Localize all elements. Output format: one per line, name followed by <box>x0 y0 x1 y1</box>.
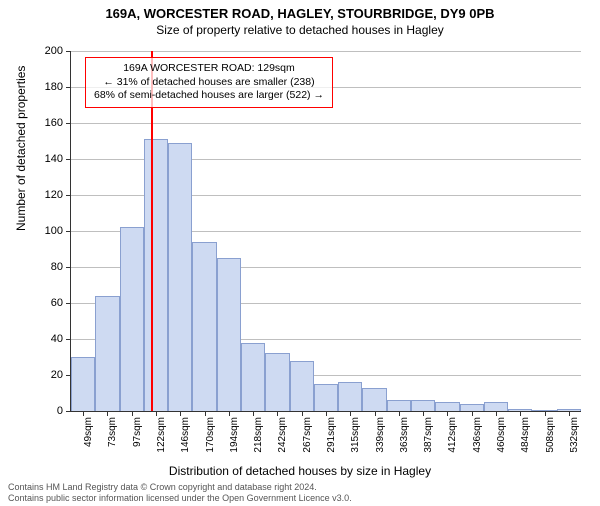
x-tick-label: 291sqm <box>326 417 337 453</box>
x-tick-label: 436sqm <box>472 417 483 453</box>
annotation-box: 169A WORCESTER ROAD: 129sqm← 31% of deta… <box>85 57 333 108</box>
x-tick <box>326 411 327 416</box>
x-tick-label: 218sqm <box>253 417 264 453</box>
annotation-line: ← 31% of detached houses are smaller (23… <box>94 76 324 90</box>
annotation-line: 68% of semi-detached houses are larger (… <box>94 89 324 103</box>
chart-container: 169A, WORCESTER ROAD, HAGLEY, STOURBRIDG… <box>0 6 600 506</box>
x-tick-label: 194sqm <box>229 417 240 453</box>
x-tick <box>399 411 400 416</box>
histogram-bar <box>192 242 216 411</box>
y-tick-label: 100 <box>45 225 71 237</box>
x-tick-label: 387sqm <box>423 417 434 453</box>
x-tick-label: 315sqm <box>350 417 361 453</box>
x-tick-label: 339sqm <box>375 417 386 453</box>
x-tick-label: 460sqm <box>496 417 507 453</box>
footer-line-2: Contains public sector information licen… <box>8 493 352 504</box>
y-tick-label: 80 <box>51 261 71 273</box>
x-tick-label: 122sqm <box>156 417 167 453</box>
x-tick <box>569 411 570 416</box>
y-tick-label: 40 <box>51 333 71 345</box>
y-tick-label: 140 <box>45 153 71 165</box>
histogram-bar <box>460 404 484 411</box>
x-tick <box>520 411 521 416</box>
x-tick <box>107 411 108 416</box>
histogram-bar <box>217 258 241 411</box>
histogram-bar <box>387 400 411 411</box>
histogram-bar <box>362 388 386 411</box>
x-tick-label: 532sqm <box>569 417 580 453</box>
y-tick-label: 180 <box>45 81 71 93</box>
histogram-bar <box>120 227 144 411</box>
y-tick-label: 200 <box>45 45 71 57</box>
x-axis-label: Distribution of detached houses by size … <box>0 464 600 478</box>
x-tick <box>229 411 230 416</box>
x-tick-label: 49sqm <box>83 417 94 447</box>
grid-line <box>71 123 581 124</box>
histogram-bar <box>95 296 119 411</box>
histogram-bar <box>168 143 192 411</box>
y-tick-label: 120 <box>45 189 71 201</box>
x-tick <box>132 411 133 416</box>
chart-title: 169A, WORCESTER ROAD, HAGLEY, STOURBRIDG… <box>0 6 600 21</box>
histogram-bar <box>71 357 95 411</box>
histogram-bar <box>411 400 435 411</box>
histogram-bar <box>241 343 265 411</box>
x-tick-label: 146sqm <box>180 417 191 453</box>
x-tick <box>156 411 157 416</box>
x-tick-label: 412sqm <box>447 417 458 453</box>
histogram-bar <box>144 139 168 411</box>
histogram-bar <box>338 382 362 411</box>
plot-area: 02040608010012014016018020049sqm73sqm97s… <box>70 51 581 412</box>
grid-line <box>71 51 581 52</box>
y-axis-label: Number of detached properties <box>14 66 28 231</box>
x-tick <box>253 411 254 416</box>
x-tick <box>83 411 84 416</box>
footer: Contains HM Land Registry data © Crown c… <box>8 482 352 504</box>
x-tick-label: 484sqm <box>520 417 531 453</box>
histogram-bar <box>265 353 289 411</box>
x-tick-label: 170sqm <box>205 417 216 453</box>
annotation-line: 169A WORCESTER ROAD: 129sqm <box>94 62 324 76</box>
x-tick-label: 73sqm <box>107 417 118 447</box>
y-tick-label: 60 <box>51 297 71 309</box>
chart-subtitle: Size of property relative to detached ho… <box>0 23 600 37</box>
histogram-bar <box>484 402 508 411</box>
y-tick-label: 0 <box>57 405 71 417</box>
x-tick <box>205 411 206 416</box>
histogram-bar <box>314 384 338 411</box>
y-tick-label: 160 <box>45 117 71 129</box>
x-tick-label: 267sqm <box>302 417 313 453</box>
x-tick <box>545 411 546 416</box>
x-tick-label: 97sqm <box>132 417 143 447</box>
x-tick <box>496 411 497 416</box>
x-tick <box>472 411 473 416</box>
x-tick-label: 363sqm <box>399 417 410 453</box>
footer-line-1: Contains HM Land Registry data © Crown c… <box>8 482 352 493</box>
histogram-bar <box>290 361 314 411</box>
y-tick-label: 20 <box>51 369 71 381</box>
x-tick <box>180 411 181 416</box>
x-tick-label: 242sqm <box>277 417 288 453</box>
x-tick <box>350 411 351 416</box>
x-tick <box>302 411 303 416</box>
x-tick <box>447 411 448 416</box>
x-tick <box>277 411 278 416</box>
x-tick <box>375 411 376 416</box>
histogram-bar <box>435 402 459 411</box>
x-tick-label: 508sqm <box>545 417 556 453</box>
x-tick <box>423 411 424 416</box>
